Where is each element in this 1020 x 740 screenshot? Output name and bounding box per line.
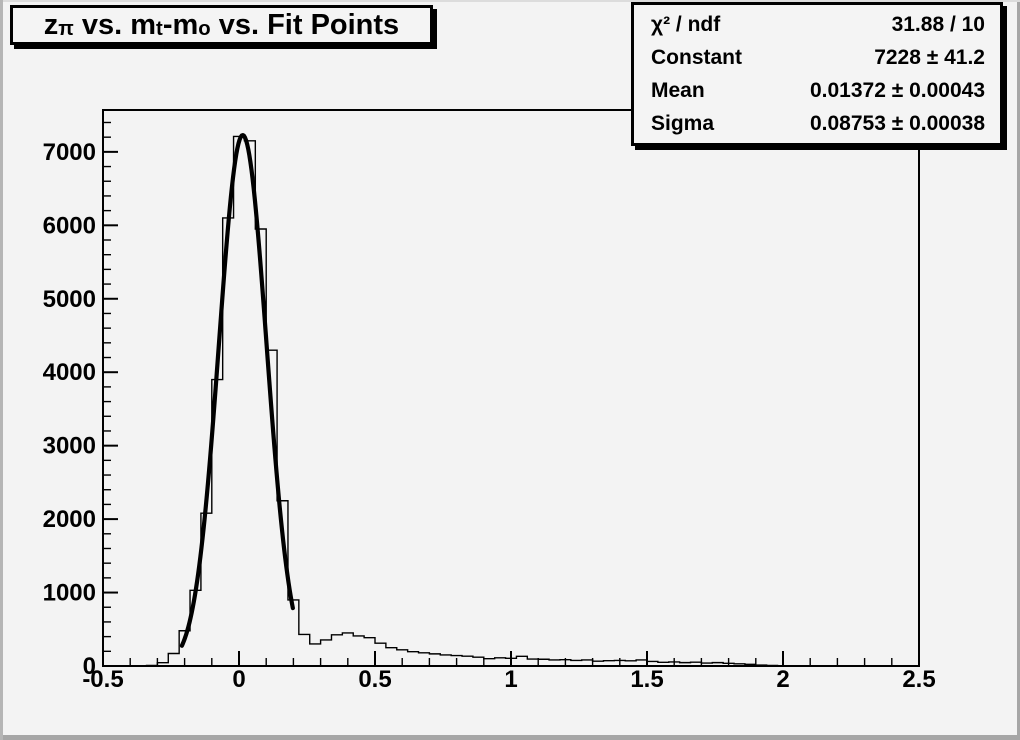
x-axis-tick-label: 1 xyxy=(504,666,517,693)
y-axis-tick-label: 1000 xyxy=(43,580,96,607)
y-axis-tick-label: 6000 xyxy=(43,212,96,239)
stats-label: Mean xyxy=(651,79,705,102)
x-axis-tick-label: 0 xyxy=(232,666,245,693)
stats-value: 31.88 / 10 xyxy=(891,13,985,36)
stats-value: 0.08753 ± 0.00038 xyxy=(809,112,985,135)
stats-label: Constant xyxy=(651,46,742,69)
x-axis-tick-label: 2 xyxy=(776,666,789,693)
y-axis-tick-label: 3000 xyxy=(43,433,96,460)
stats-label: Sigma xyxy=(651,112,715,135)
stats-label: χ² / ndf xyxy=(651,13,721,36)
title-text: z xyxy=(43,8,59,41)
x-axis-tick-label: 0.5 xyxy=(358,666,391,693)
stats-box: χ² / ndf 31.88 / 10 Constant 7228 ± 41.2… xyxy=(631,2,1003,146)
y-axis-tick-label: 4000 xyxy=(43,359,96,386)
stats-row-constant: Constant 7228 ± 41.2 xyxy=(634,41,1000,74)
y-axis-tick-label: 5000 xyxy=(43,286,96,313)
stats-value: 0.01372 ± 0.00043 xyxy=(809,79,985,102)
stats-value: 7228 ± 41.2 xyxy=(874,46,985,69)
x-axis-tick-label: 2.5 xyxy=(902,666,935,693)
stats-row-chi2: χ² / ndf 31.88 / 10 xyxy=(634,8,1000,41)
y-axis-tick-label: 2000 xyxy=(43,506,96,533)
y-axis-tick-label: 7000 xyxy=(43,139,96,166)
y-axis-tick-label: 0 xyxy=(83,653,96,680)
fit-curve xyxy=(179,133,295,648)
stats-row-sigma: Sigma 0.08753 ± 0.00038 xyxy=(634,107,1000,140)
plot-frame xyxy=(102,109,920,667)
x-axis-tick-label: 1.5 xyxy=(630,666,663,693)
stats-row-mean: Mean 0.01372 ± 0.00043 xyxy=(634,74,1000,107)
x-axis-tick-label: -0.5 xyxy=(82,666,123,693)
